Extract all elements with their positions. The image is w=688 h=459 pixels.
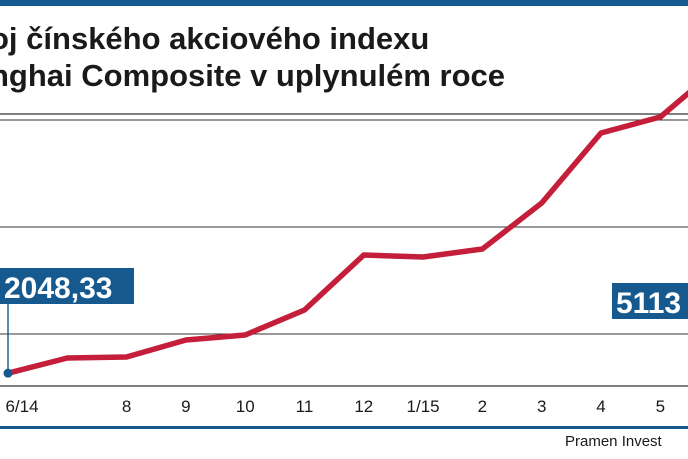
data-point-9 bbox=[539, 200, 544, 206]
x-tick-label: 10 bbox=[236, 397, 255, 416]
title-line-2: nghai Composite v uplynulém roce bbox=[0, 58, 506, 93]
x-tick-label: 11 bbox=[296, 397, 314, 416]
series-line bbox=[5, 89, 688, 376]
grid-lines bbox=[0, 113, 688, 429]
x-tick-labels: 6/14 8 9 10 11 12 1/15 2 3 4 5 bbox=[5, 397, 665, 416]
data-point-8 bbox=[480, 246, 485, 252]
series-layer bbox=[5, 89, 688, 376]
start-point-marker bbox=[3, 368, 13, 378]
data-point-2 bbox=[124, 354, 129, 360]
end-label-box bbox=[612, 283, 688, 319]
x-tick-label: 8 bbox=[122, 397, 131, 416]
data-point-5 bbox=[302, 307, 307, 313]
data-point-10 bbox=[598, 130, 604, 136]
chart-title: oj čínského akciového indexu nghai Compo… bbox=[0, 20, 505, 94]
start-value-label: 2048,33 bbox=[4, 272, 112, 305]
x-tick-label: 6/14 bbox=[5, 397, 38, 416]
x-tick-label: 2 bbox=[478, 397, 487, 416]
bottom-rule bbox=[0, 426, 688, 429]
x-tick-label: 1/15 bbox=[407, 397, 440, 416]
source-note: Pramen Invest bbox=[565, 433, 662, 450]
data-point-1 bbox=[65, 355, 70, 361]
start-label-box bbox=[0, 268, 134, 304]
x-tick-label: 3 bbox=[537, 397, 546, 416]
end-value-label: 5113 bbox=[616, 287, 681, 320]
annotations: 2048,33 5113 bbox=[0, 268, 688, 378]
x-tick-label: 12 bbox=[354, 397, 373, 416]
top-rule bbox=[0, 0, 688, 6]
title-line-1: oj čínského akciového indexu bbox=[0, 21, 430, 56]
x-tick-label: 5 bbox=[656, 397, 665, 416]
x-tick-label: 4 bbox=[596, 397, 605, 416]
x-tick-label: 9 bbox=[181, 397, 190, 416]
data-point-3 bbox=[183, 337, 189, 343]
data-point-6 bbox=[361, 252, 366, 258]
data-point-4 bbox=[243, 332, 248, 338]
data-point-7 bbox=[420, 254, 426, 260]
data-point-11 bbox=[658, 114, 663, 120]
